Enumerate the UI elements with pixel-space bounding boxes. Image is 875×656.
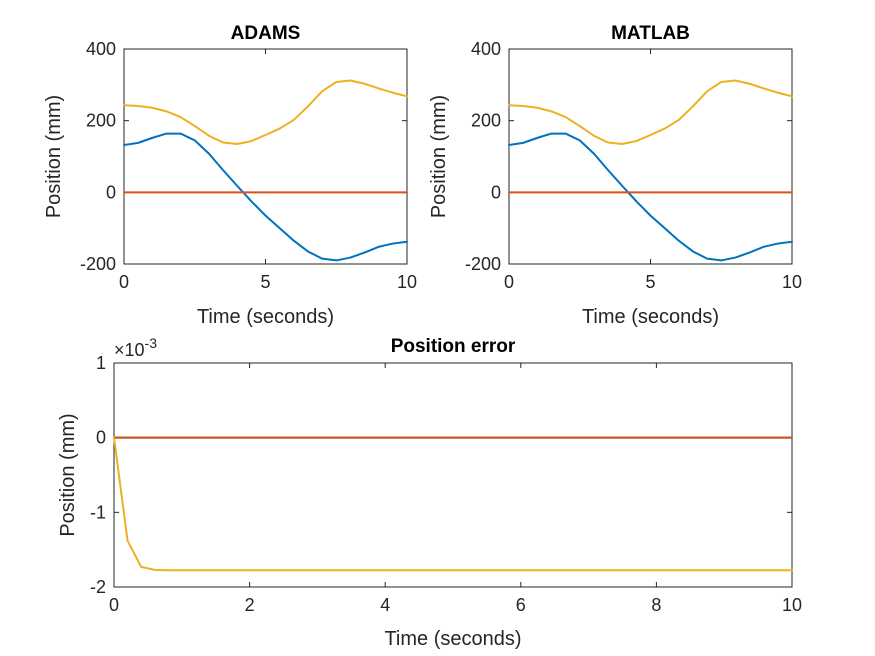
y-axis-label: Position (mm) (43, 95, 65, 218)
y-tick-label: -2 (90, 577, 106, 597)
y-tick-label: 0 (96, 428, 106, 448)
y-axis-label: Position (mm) (428, 95, 450, 218)
x-tick-label: 4 (380, 595, 390, 615)
axes-frame (123, 48, 408, 265)
y-axis-label: Position (mm) (57, 413, 79, 536)
y-tick-label: 400 (86, 39, 116, 59)
chart-title: Position error (391, 336, 516, 357)
x-tick-label: 5 (645, 272, 655, 292)
x-axis-label: Time (seconds) (197, 306, 334, 328)
y-tick-label: 200 (86, 111, 116, 131)
x-axis-label: Time (seconds) (582, 306, 719, 328)
series-line-1 (123, 132, 408, 262)
x-tick-label: 6 (516, 595, 526, 615)
axes-frame (113, 362, 793, 588)
x-tick-label: 10 (782, 272, 802, 292)
x-tick-label: 10 (397, 272, 417, 292)
plot-area (113, 436, 793, 572)
plot-area (508, 79, 793, 262)
y-tick-label: 0 (106, 182, 116, 202)
series-line-3 (508, 79, 793, 145)
axes-frame (508, 48, 793, 265)
x-tick-label: 0 (504, 272, 514, 292)
y-tick-label: 200 (471, 111, 501, 131)
subplot-matlab: MATLAB Time (seconds) Position (mm) 0 5 10… (428, 23, 802, 328)
series-line-1 (508, 132, 793, 262)
x-tick-label: 0 (109, 595, 119, 615)
x-tick-label: 8 (651, 595, 661, 615)
x-tick-label: 5 (260, 272, 270, 292)
plot-area (123, 79, 408, 262)
y-tick-label: 400 (471, 39, 501, 59)
chart-title: MATLAB (611, 23, 690, 44)
y-tick-label: -1 (90, 502, 106, 522)
x-tick-label: 10 (782, 595, 802, 615)
y-exponent-label: ×10-3 (114, 335, 157, 360)
y-tick-label: 0 (491, 182, 501, 202)
x-tick-label: 0 (119, 272, 129, 292)
ticks-group: 0 2 4 6 8 10 -2 -1 0 1 (90, 353, 802, 615)
y-tick-label: 1 (96, 353, 106, 373)
series-line-3 (123, 79, 408, 145)
x-tick-label: 2 (245, 595, 255, 615)
subplot-adams: ADAMS Time (seconds) Position (mm) 0 5 10 -… (43, 23, 417, 328)
series-line-3 (113, 436, 793, 572)
subplot-position-error: Position error Time (seconds) Position (… (57, 335, 802, 650)
chart-title: ADAMS (231, 23, 301, 44)
y-tick-label: -200 (465, 254, 501, 274)
x-axis-label: Time (seconds) (384, 628, 521, 650)
y-tick-label: -200 (80, 254, 116, 274)
